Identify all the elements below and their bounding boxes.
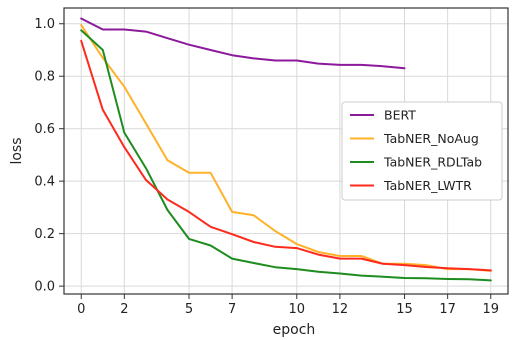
series-line-tabner-noaug	[80, 24, 492, 272]
legend-label-tabner-noaug: TabNER_NoAug	[383, 131, 479, 146]
x-tick-label: 12	[332, 302, 349, 317]
legend-label-tabner-rdltab: TabNER_RDLTab	[383, 155, 482, 170]
x-tick-label: 10	[289, 302, 306, 317]
y-tick-label: 1.0	[34, 17, 55, 32]
axes	[63, 7, 509, 295]
series-line-tabner-rdltab	[80, 29, 492, 282]
series-line-bert	[80, 17, 406, 70]
x-tick-label: 5	[185, 302, 193, 317]
y-tick-label: 0.4	[34, 175, 55, 190]
series-line-tabner-lwtr	[80, 39, 492, 272]
x-tick-label: 0	[77, 302, 85, 317]
x-axis-ticks: 0 2 5 7 10 12 15 17 19	[77, 294, 499, 317]
x-tick-label: 17	[439, 302, 456, 317]
y-tick-label: 0.6	[34, 122, 55, 137]
legend-box	[341, 101, 503, 201]
legend-label-bert: BERT	[384, 108, 416, 123]
y-tick-label: 0.2	[34, 227, 55, 242]
y-axis-ticks: 0.0 0.2 0.4 0.6 0.8 1.0	[34, 17, 64, 295]
x-tick-label: 2	[120, 302, 128, 317]
legend-label-tabner-lwtr: TabNER_LWTR	[383, 178, 472, 193]
series-lines	[80, 17, 492, 282]
x-tick-label: 15	[396, 302, 413, 317]
legend: BERT TabNER_NoAug TabNER_RDLTab TabNER_LWTR	[341, 101, 503, 201]
x-tick-label: 19	[482, 302, 499, 317]
y-tick-label: 0.0	[34, 280, 55, 295]
x-axis-title: epoch	[273, 322, 316, 338]
plot-frame	[63, 7, 509, 295]
y-axis-title: loss	[9, 137, 25, 164]
x-tick-label: 7	[228, 302, 236, 317]
y-tick-label: 0.8	[34, 70, 55, 85]
